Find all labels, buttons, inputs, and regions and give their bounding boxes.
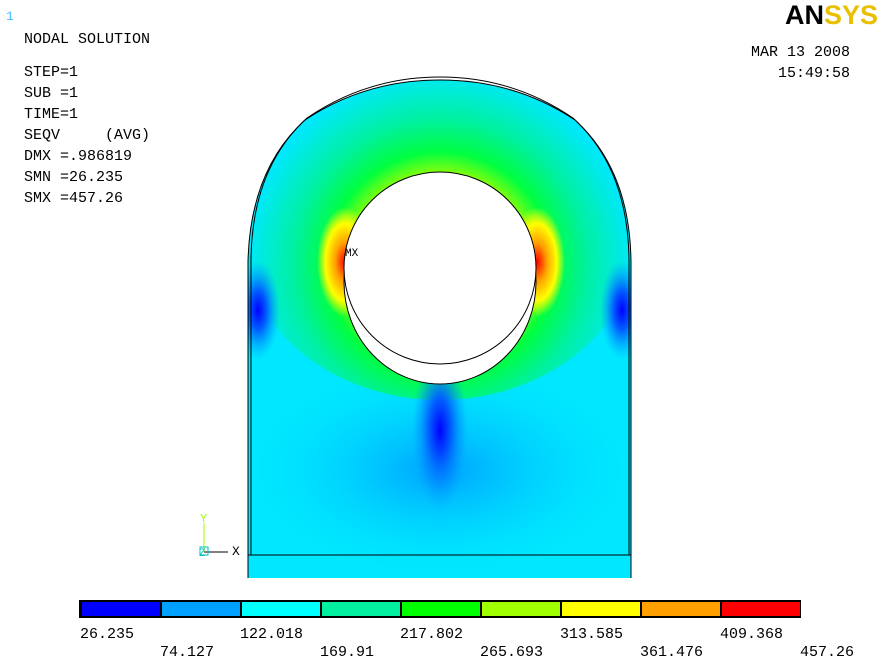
info-line: SMN =26.235 [24,169,123,186]
info-line: STEP=1 [24,64,78,81]
info-line: SUB =1 [24,85,78,102]
legend-swatch [82,602,160,616]
legend-label: 265.693 [480,644,543,661]
legend-label: 217.802 [400,626,463,643]
date: MAR 13 2008 [751,44,850,61]
legend-label: 457.26 [800,644,854,661]
legend-label: 361.476 [640,644,703,661]
legend-label: 313.585 [560,626,623,643]
info-line: NODAL SOLUTION [24,31,150,48]
time: 15:49:58 [778,65,850,82]
axis-x: X [232,544,240,559]
deformed-outline [247,79,632,578]
hole-undeformed [343,171,537,365]
legend-swatch [162,602,240,616]
legend-label: 409.368 [720,626,783,643]
legend-swatch [242,602,320,616]
info-line: SMX =457.26 [24,190,123,207]
contour-plot [248,80,631,578]
max-marker: MX [345,248,359,260]
logo: ANSYS [785,0,878,30]
legend-swatch [562,602,640,616]
legend-swatch [322,602,400,616]
axis-z: Z [199,548,206,560]
axis-y: Y [200,512,207,526]
legend-label: 122.018 [240,626,303,643]
legend-swatch [402,602,480,616]
undeformed-outline [250,76,630,556]
legend-swatch [722,602,800,616]
legend: 26.235 74.127 122.018 169.91 217.802 265.693 3… [79,600,854,661]
legend-label: 26.235 [80,626,134,643]
legend-swatch [642,602,720,616]
window-number: 1 [6,9,14,24]
info-block: NODAL SOLUTION STEP=1 SUB =1 TIME=1 SEQV (AV… [24,31,150,207]
legend-label: 169.91 [320,644,374,661]
info-line: SEQV (AVG) [24,127,150,144]
legend-swatch [482,602,560,616]
info-line: DMX =.986819 [24,148,132,165]
legend-label: 74.127 [160,644,214,661]
triad: Y Z X [199,512,240,560]
info-line: TIME=1 [24,106,78,123]
